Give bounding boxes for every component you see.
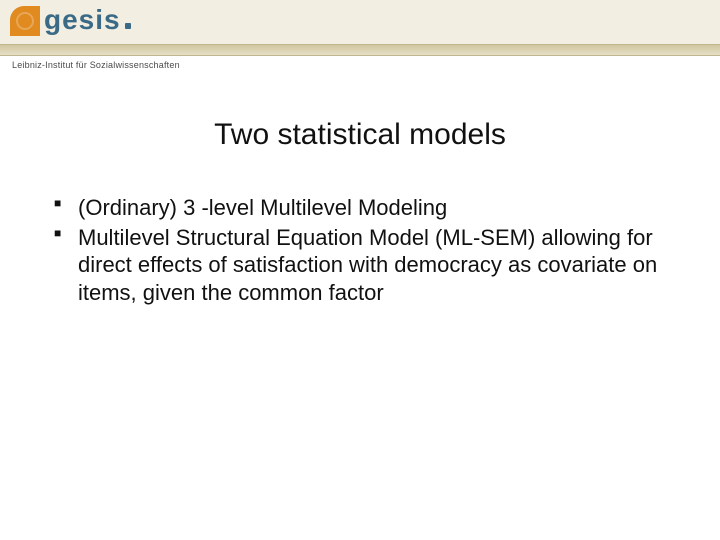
slide-title: Two statistical models <box>50 118 670 152</box>
header-gradient-bar <box>0 44 720 56</box>
header: gesis Leibniz-Institut für Sozialwissens… <box>0 0 720 62</box>
list-item: (Ordinary) 3 -level Multilevel Modeling <box>50 194 670 222</box>
content-area: Two statistical models (Ordinary) 3 -lev… <box>0 62 720 306</box>
logo: gesis <box>10 4 131 36</box>
logo-dot-icon <box>125 23 131 29</box>
list-item: Multilevel Structural Equation Model (ML… <box>50 224 670 307</box>
logo-text: gesis <box>44 4 131 36</box>
logo-square-icon <box>10 6 40 36</box>
bullet-list: (Ordinary) 3 -level Multilevel Modeling … <box>50 194 670 306</box>
tagline: Leibniz-Institut für Sozialwissenschafte… <box>12 60 180 70</box>
logo-mark-icon <box>10 6 42 36</box>
logo-text-label: gesis <box>44 4 121 35</box>
slide: gesis Leibniz-Institut für Sozialwissens… <box>0 0 720 540</box>
